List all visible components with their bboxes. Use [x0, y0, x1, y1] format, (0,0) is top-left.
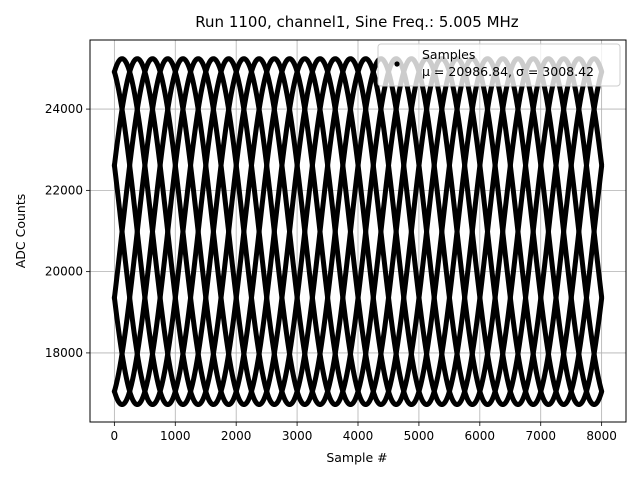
data-points	[111, 56, 605, 408]
ticks: 0 1000 2000 3000 4000 5000 6000 7000 8000 18000 20…	[45, 102, 617, 443]
x-axis-label: Sample #	[326, 450, 387, 465]
legend-series-name: Samples	[422, 47, 475, 62]
sample-trace-4	[111, 56, 605, 408]
x-tick-label: 1000	[160, 429, 191, 443]
x-tick-label: 8000	[586, 429, 617, 443]
y-tick-label: 18000	[45, 346, 83, 360]
x-tick-label: 0	[111, 429, 119, 443]
legend-box	[377, 43, 621, 87]
y-tick-label: 20000	[45, 265, 83, 279]
legend-stats: μ = 20986.84, σ = 3008.42	[422, 64, 594, 79]
sample-trace-3	[111, 56, 605, 408]
x-tick-label: 7000	[525, 429, 556, 443]
x-tick-label: 3000	[282, 429, 313, 443]
x-tick-label: 6000	[465, 429, 496, 443]
x-tick-label: 5000	[404, 429, 435, 443]
y-tick-label: 22000	[45, 183, 83, 197]
y-tick-label: 24000	[45, 102, 83, 116]
x-tick-label: 2000	[221, 429, 252, 443]
x-tick-label: 4000	[343, 429, 374, 443]
legend: Samples μ = 20986.84, σ = 3008.42	[377, 43, 621, 87]
legend-marker	[394, 61, 400, 67]
chart-title: Run 1100, channel1, Sine Freq.: 5.005 MH…	[195, 13, 519, 31]
y-axis-label: ADC Counts	[13, 194, 28, 269]
sample-trace-7	[111, 56, 605, 408]
